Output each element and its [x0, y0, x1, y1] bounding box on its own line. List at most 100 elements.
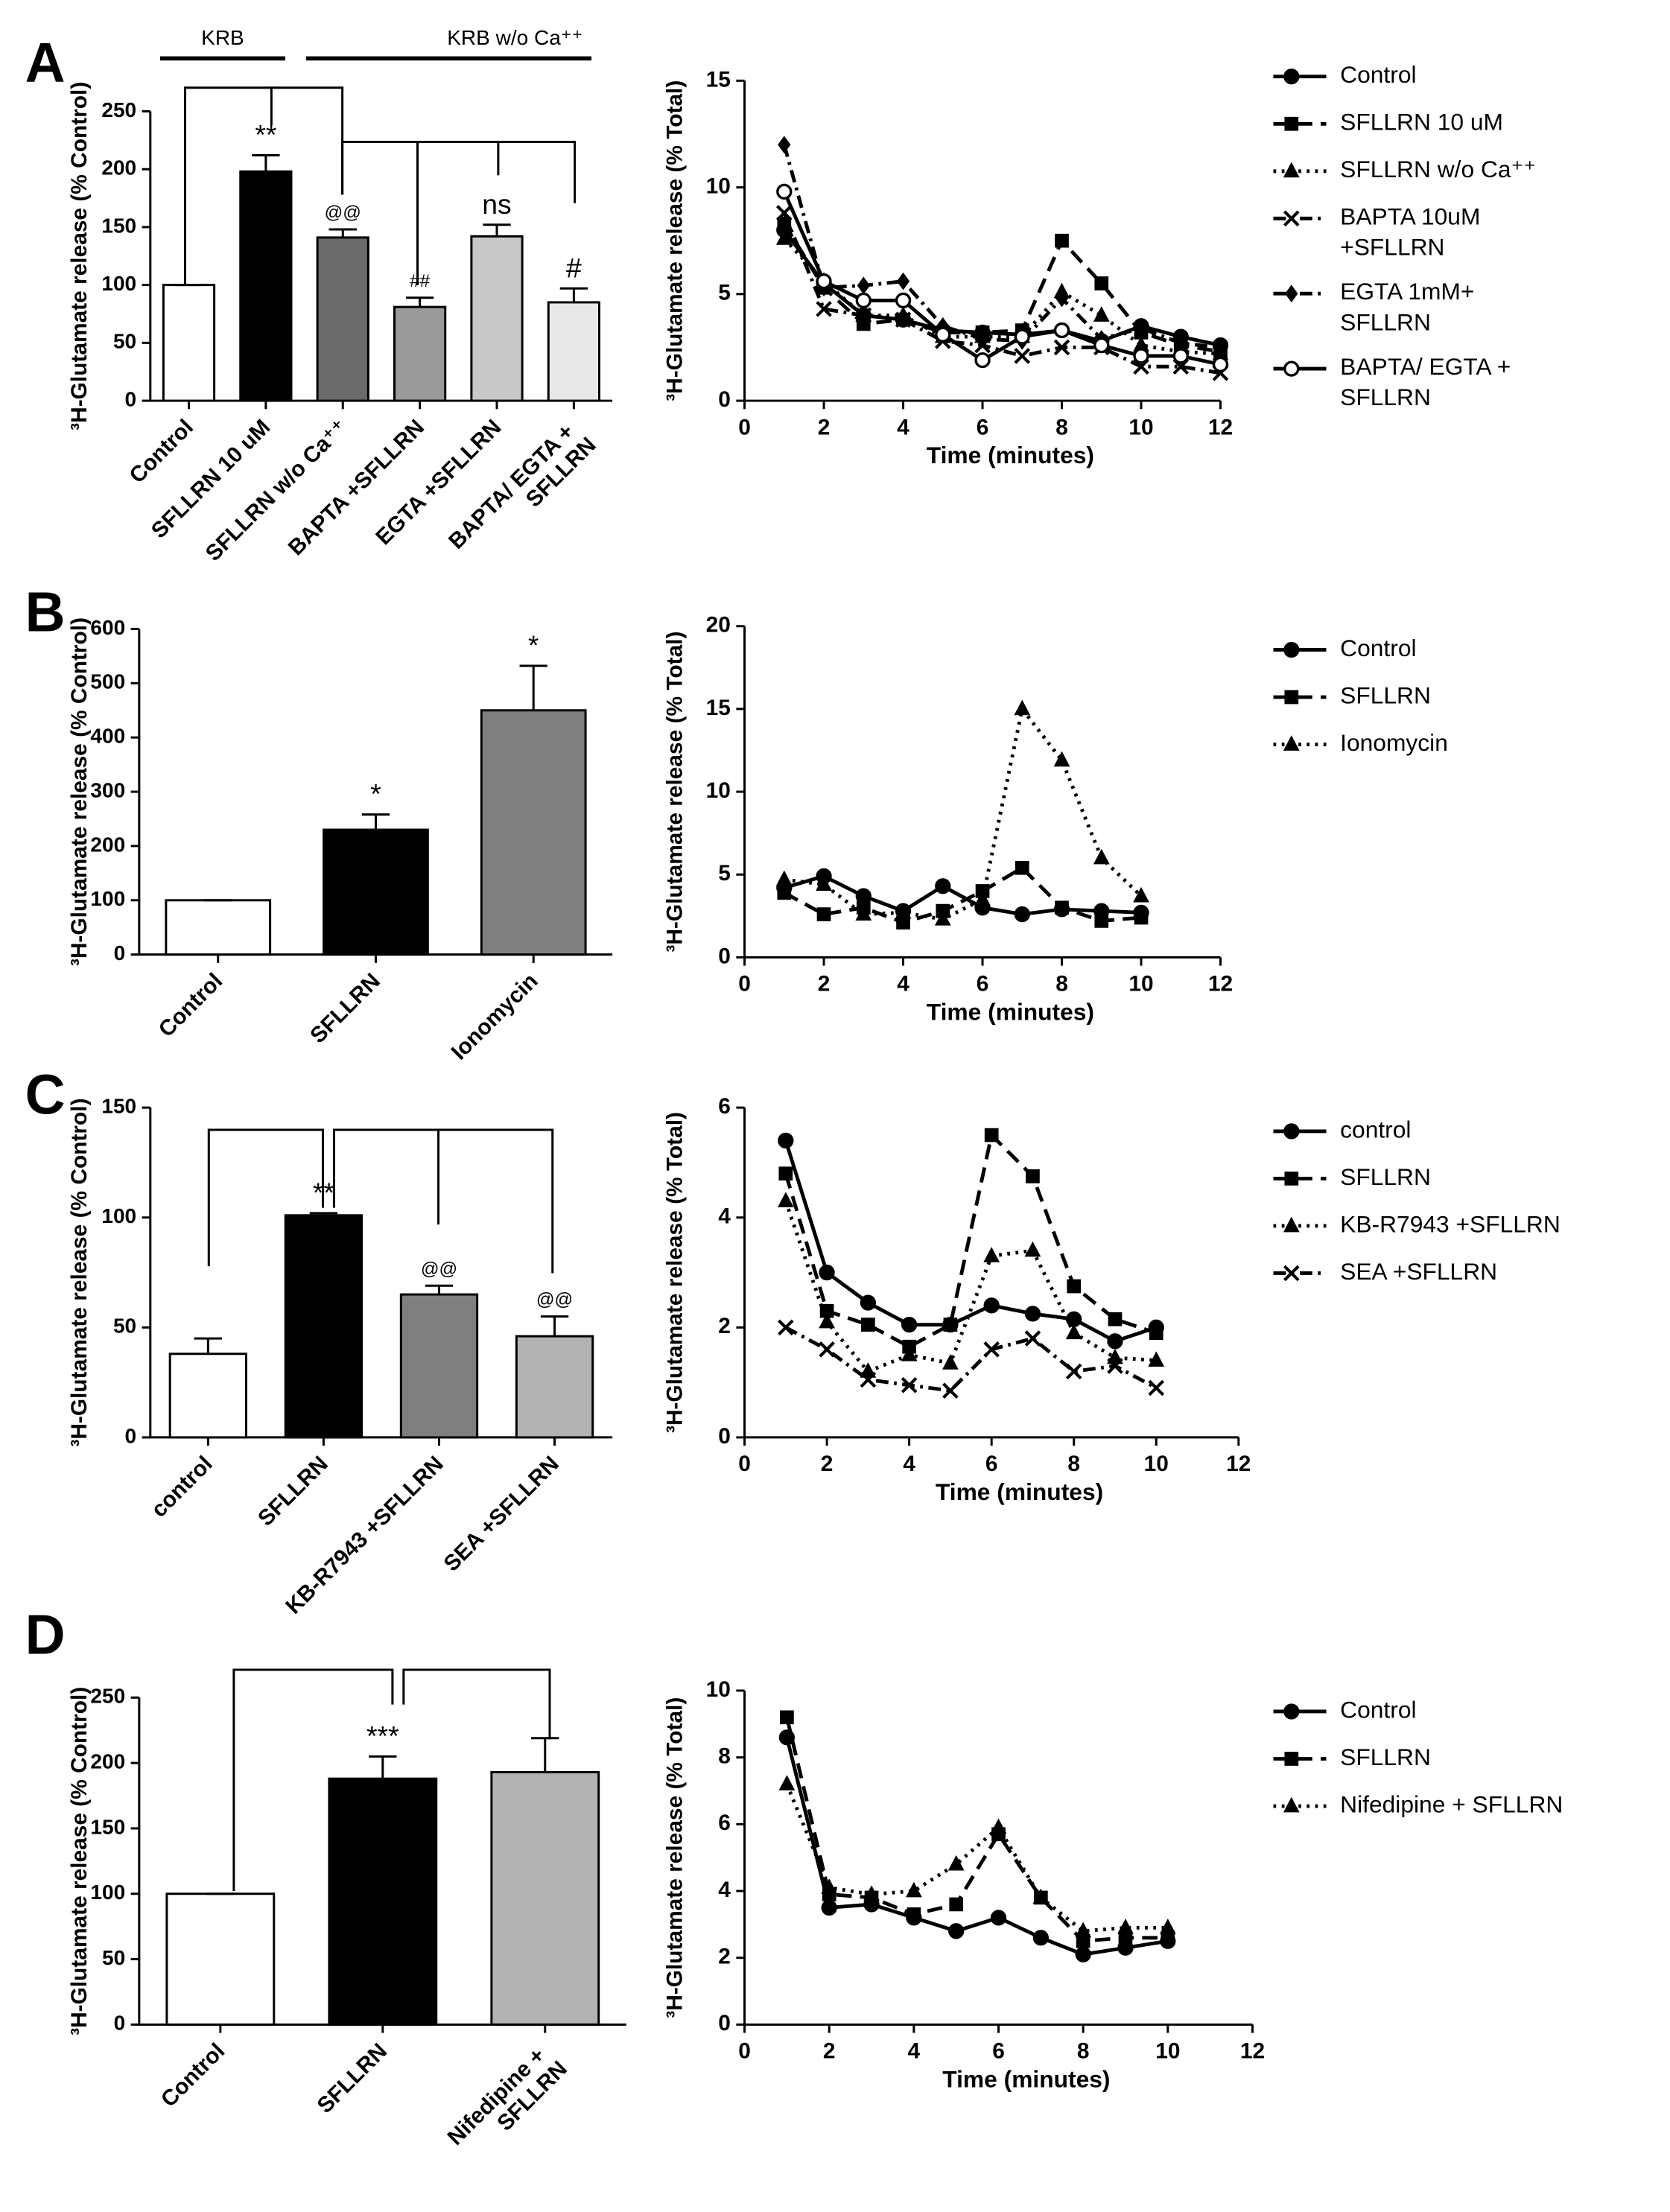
marker: [778, 1319, 794, 1336]
marker: [901, 1345, 918, 1361]
y-tick-label: 250: [90, 1685, 125, 1708]
x-tick-label: 10: [1155, 2039, 1180, 2064]
y-axis-label: ³H-Glutamate release (% Control): [67, 1098, 92, 1446]
significance-bracket: [402, 1668, 551, 1740]
marker: [778, 1729, 796, 1746]
marker: [1148, 1351, 1165, 1367]
marker: [778, 136, 791, 154]
significance-bracket: [232, 1668, 394, 1891]
y-tick-label: 100: [101, 272, 136, 295]
x-tick-label: 2: [821, 1452, 834, 1476]
marker: [935, 878, 951, 894]
marker: [1032, 1930, 1049, 1946]
marker: [775, 870, 793, 886]
y-tick-label: 0: [114, 941, 126, 964]
significance-bracket: [184, 86, 273, 285]
marker: [777, 1192, 794, 1208]
y-tick-label: 100: [90, 1881, 125, 1904]
marker: [860, 1294, 877, 1311]
y-tick-label: 400: [90, 725, 125, 748]
marker: [778, 1166, 793, 1181]
marker: [777, 886, 792, 900]
bar: [328, 1777, 438, 2026]
x-tick-label: 6: [992, 2039, 1005, 2064]
x-tick-label: 6: [977, 972, 989, 997]
marker: [1172, 348, 1189, 364]
x-tick-label: SFLLRN: [313, 2038, 393, 2118]
x-tick-label: 12: [1208, 415, 1233, 439]
x-tick-label: 2: [818, 415, 831, 439]
x-tick-label: SFLLRN: [305, 969, 385, 1049]
y-tick-label: 6: [718, 1811, 731, 1835]
marker: [1283, 69, 1300, 85]
marker: [1283, 735, 1300, 751]
x-axis-label: Time (minutes): [936, 1478, 1103, 1505]
x-tick-label: 12: [1208, 972, 1233, 997]
group-label: KRB w/o Ca⁺⁺: [447, 26, 582, 49]
marker: [1055, 289, 1069, 308]
legend-label: Control: [1340, 1696, 1416, 1723]
y-axis-label: ³H-Glutamate release (% Total): [662, 80, 687, 401]
legend-label: Control: [1340, 61, 1416, 88]
legend-label: BAPTA 10uM +SFLLRN: [1340, 203, 1487, 261]
marker: [1053, 322, 1070, 339]
marker: [974, 352, 991, 369]
y-tick-label: 15: [706, 67, 731, 92]
bar: [165, 1892, 276, 2026]
error-bar: [361, 813, 390, 830]
marker: [1283, 641, 1300, 658]
y-axis: [149, 111, 613, 402]
error-bar: [369, 1755, 397, 1779]
marker: [1026, 1169, 1040, 1183]
marker: [1075, 1922, 1092, 1938]
marker: [1093, 848, 1110, 865]
marker: [1094, 914, 1109, 928]
y-tick-label: 500: [90, 670, 125, 693]
bar: [470, 235, 524, 402]
series-line: [784, 1131, 1158, 1349]
y-tick-label: 15: [706, 696, 731, 720]
marker: [1283, 360, 1300, 377]
x-tick-label: 12: [1240, 2039, 1265, 2064]
marker: [1134, 319, 1148, 337]
marker: [895, 903, 912, 919]
error-bar: [559, 287, 588, 302]
y-tick-label: 10: [706, 778, 731, 803]
marker: [816, 273, 832, 290]
marker: [855, 307, 872, 324]
y-tick-label: 150: [90, 1815, 125, 1838]
legend-label: EGTA 1mM+ SFLLRN: [1340, 279, 1481, 336]
y-tick-label: 0: [718, 1424, 731, 1449]
error-bar: [252, 154, 280, 172]
error-bar: [328, 228, 357, 238]
error-bar: [540, 1315, 569, 1337]
y-tick-label: 50: [102, 1946, 125, 1969]
legend-label: control: [1340, 1116, 1411, 1142]
error-bar: [531, 1737, 559, 1773]
marker: [1283, 1216, 1300, 1233]
marker: [1014, 348, 1031, 364]
x-tick-label: SFLLRN: [253, 1452, 333, 1531]
significance-bracket: [332, 1128, 554, 1274]
y-tick-label: 250: [101, 98, 136, 121]
y-axis-label: ³H-Glutamate release (% Control): [67, 82, 92, 430]
marker: [776, 205, 793, 221]
marker: [855, 905, 872, 921]
x-tick-label: 0: [738, 972, 751, 997]
marker: [949, 1897, 964, 1912]
marker: [821, 1899, 837, 1916]
y-axis-label: ³H-Glutamate release (% Total): [662, 632, 687, 953]
legend-label: SFLLRN 10 uM: [1340, 109, 1503, 136]
significance-label: #: [566, 252, 582, 283]
marker: [1283, 1703, 1300, 1720]
x-tick-label: 8: [1077, 2039, 1090, 2064]
marker: [855, 292, 871, 309]
marker: [935, 326, 951, 343]
significance-bracket: [341, 141, 577, 203]
panel-letter: A: [25, 31, 66, 93]
y-tick-label: 0: [718, 387, 731, 412]
legend-label: BAPTA/ EGTA + SFLLRN: [1340, 353, 1517, 410]
marker: [1159, 1919, 1176, 1934]
series-line: [785, 1717, 1168, 1943]
x-tick-label: 4: [903, 1452, 915, 1476]
